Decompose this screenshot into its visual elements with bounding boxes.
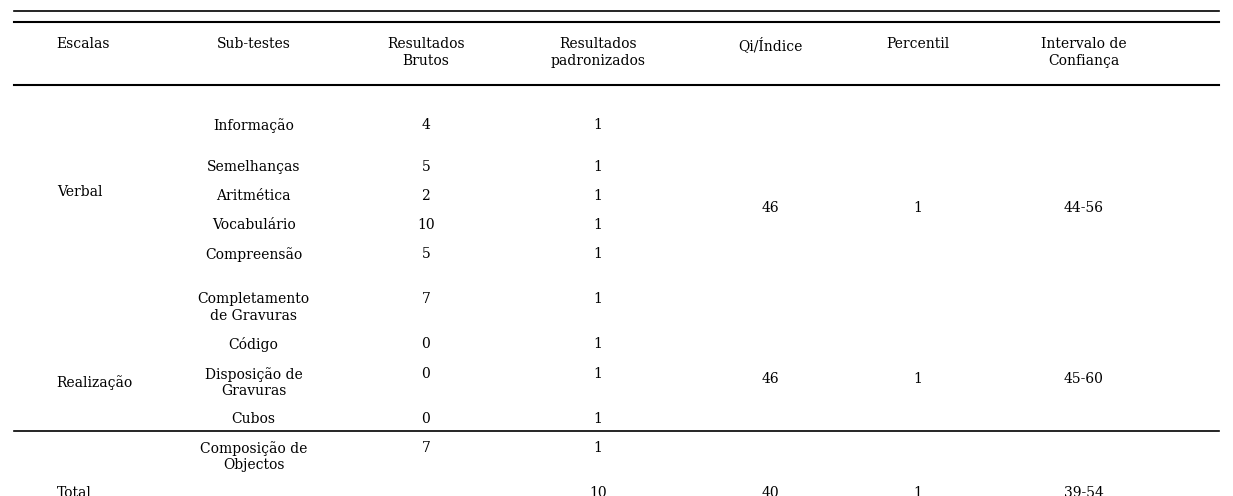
Text: Semelhanças: Semelhanças (207, 160, 301, 174)
Text: 39-54: 39-54 (1064, 486, 1104, 496)
Text: 45-60: 45-60 (1064, 372, 1104, 386)
Text: 1: 1 (593, 119, 603, 132)
Text: 1: 1 (914, 372, 922, 386)
Text: 1: 1 (593, 293, 603, 307)
Text: Sub-testes: Sub-testes (217, 37, 291, 52)
Text: 1: 1 (593, 218, 603, 232)
Text: Composição de
Objectos: Composição de Objectos (200, 441, 307, 472)
Text: 7: 7 (422, 441, 430, 455)
Text: Completamento
de Gravuras: Completamento de Gravuras (197, 293, 309, 322)
Text: Verbal: Verbal (57, 185, 102, 199)
Text: Aritmética: Aritmética (216, 189, 291, 203)
Text: 0: 0 (422, 367, 430, 380)
Text: Intervalo de
Confiança: Intervalo de Confiança (1041, 37, 1127, 67)
Text: 40: 40 (762, 486, 779, 496)
Text: 1: 1 (914, 486, 922, 496)
Text: Disposição de
Gravuras: Disposição de Gravuras (205, 367, 302, 398)
Text: Qi/Índice: Qi/Índice (739, 37, 803, 53)
Text: Total: Total (57, 486, 91, 496)
Text: Realização: Realização (57, 375, 133, 390)
Text: 1: 1 (914, 201, 922, 215)
Text: 46: 46 (762, 201, 779, 215)
Text: Resultados
Brutos: Resultados Brutos (387, 37, 465, 67)
Text: 1: 1 (593, 441, 603, 455)
Text: Vocabulário: Vocabulário (212, 218, 296, 232)
Text: 5: 5 (422, 248, 430, 261)
Text: 10: 10 (589, 486, 607, 496)
Text: Escalas: Escalas (57, 37, 110, 52)
Text: 10: 10 (417, 218, 434, 232)
Text: Código: Código (228, 337, 279, 352)
Text: 0: 0 (422, 412, 430, 426)
Text: Compreensão: Compreensão (205, 248, 302, 262)
Text: 1: 1 (593, 160, 603, 174)
Text: Percentil: Percentil (887, 37, 949, 52)
Text: 1: 1 (593, 337, 603, 351)
Text: 4: 4 (422, 119, 430, 132)
Text: 1: 1 (593, 248, 603, 261)
Text: 1: 1 (593, 189, 603, 203)
Text: 5: 5 (422, 160, 430, 174)
Text: 0: 0 (422, 337, 430, 351)
Text: 46: 46 (762, 372, 779, 386)
Text: 1: 1 (593, 412, 603, 426)
Text: 44-56: 44-56 (1064, 201, 1104, 215)
Text: 7: 7 (422, 293, 430, 307)
Text: Cubos: Cubos (232, 412, 276, 426)
Text: 2: 2 (422, 189, 430, 203)
Text: 1: 1 (593, 367, 603, 380)
Text: Informação: Informação (213, 119, 293, 133)
Text: Resultados
padronizados: Resultados padronizados (551, 37, 646, 67)
